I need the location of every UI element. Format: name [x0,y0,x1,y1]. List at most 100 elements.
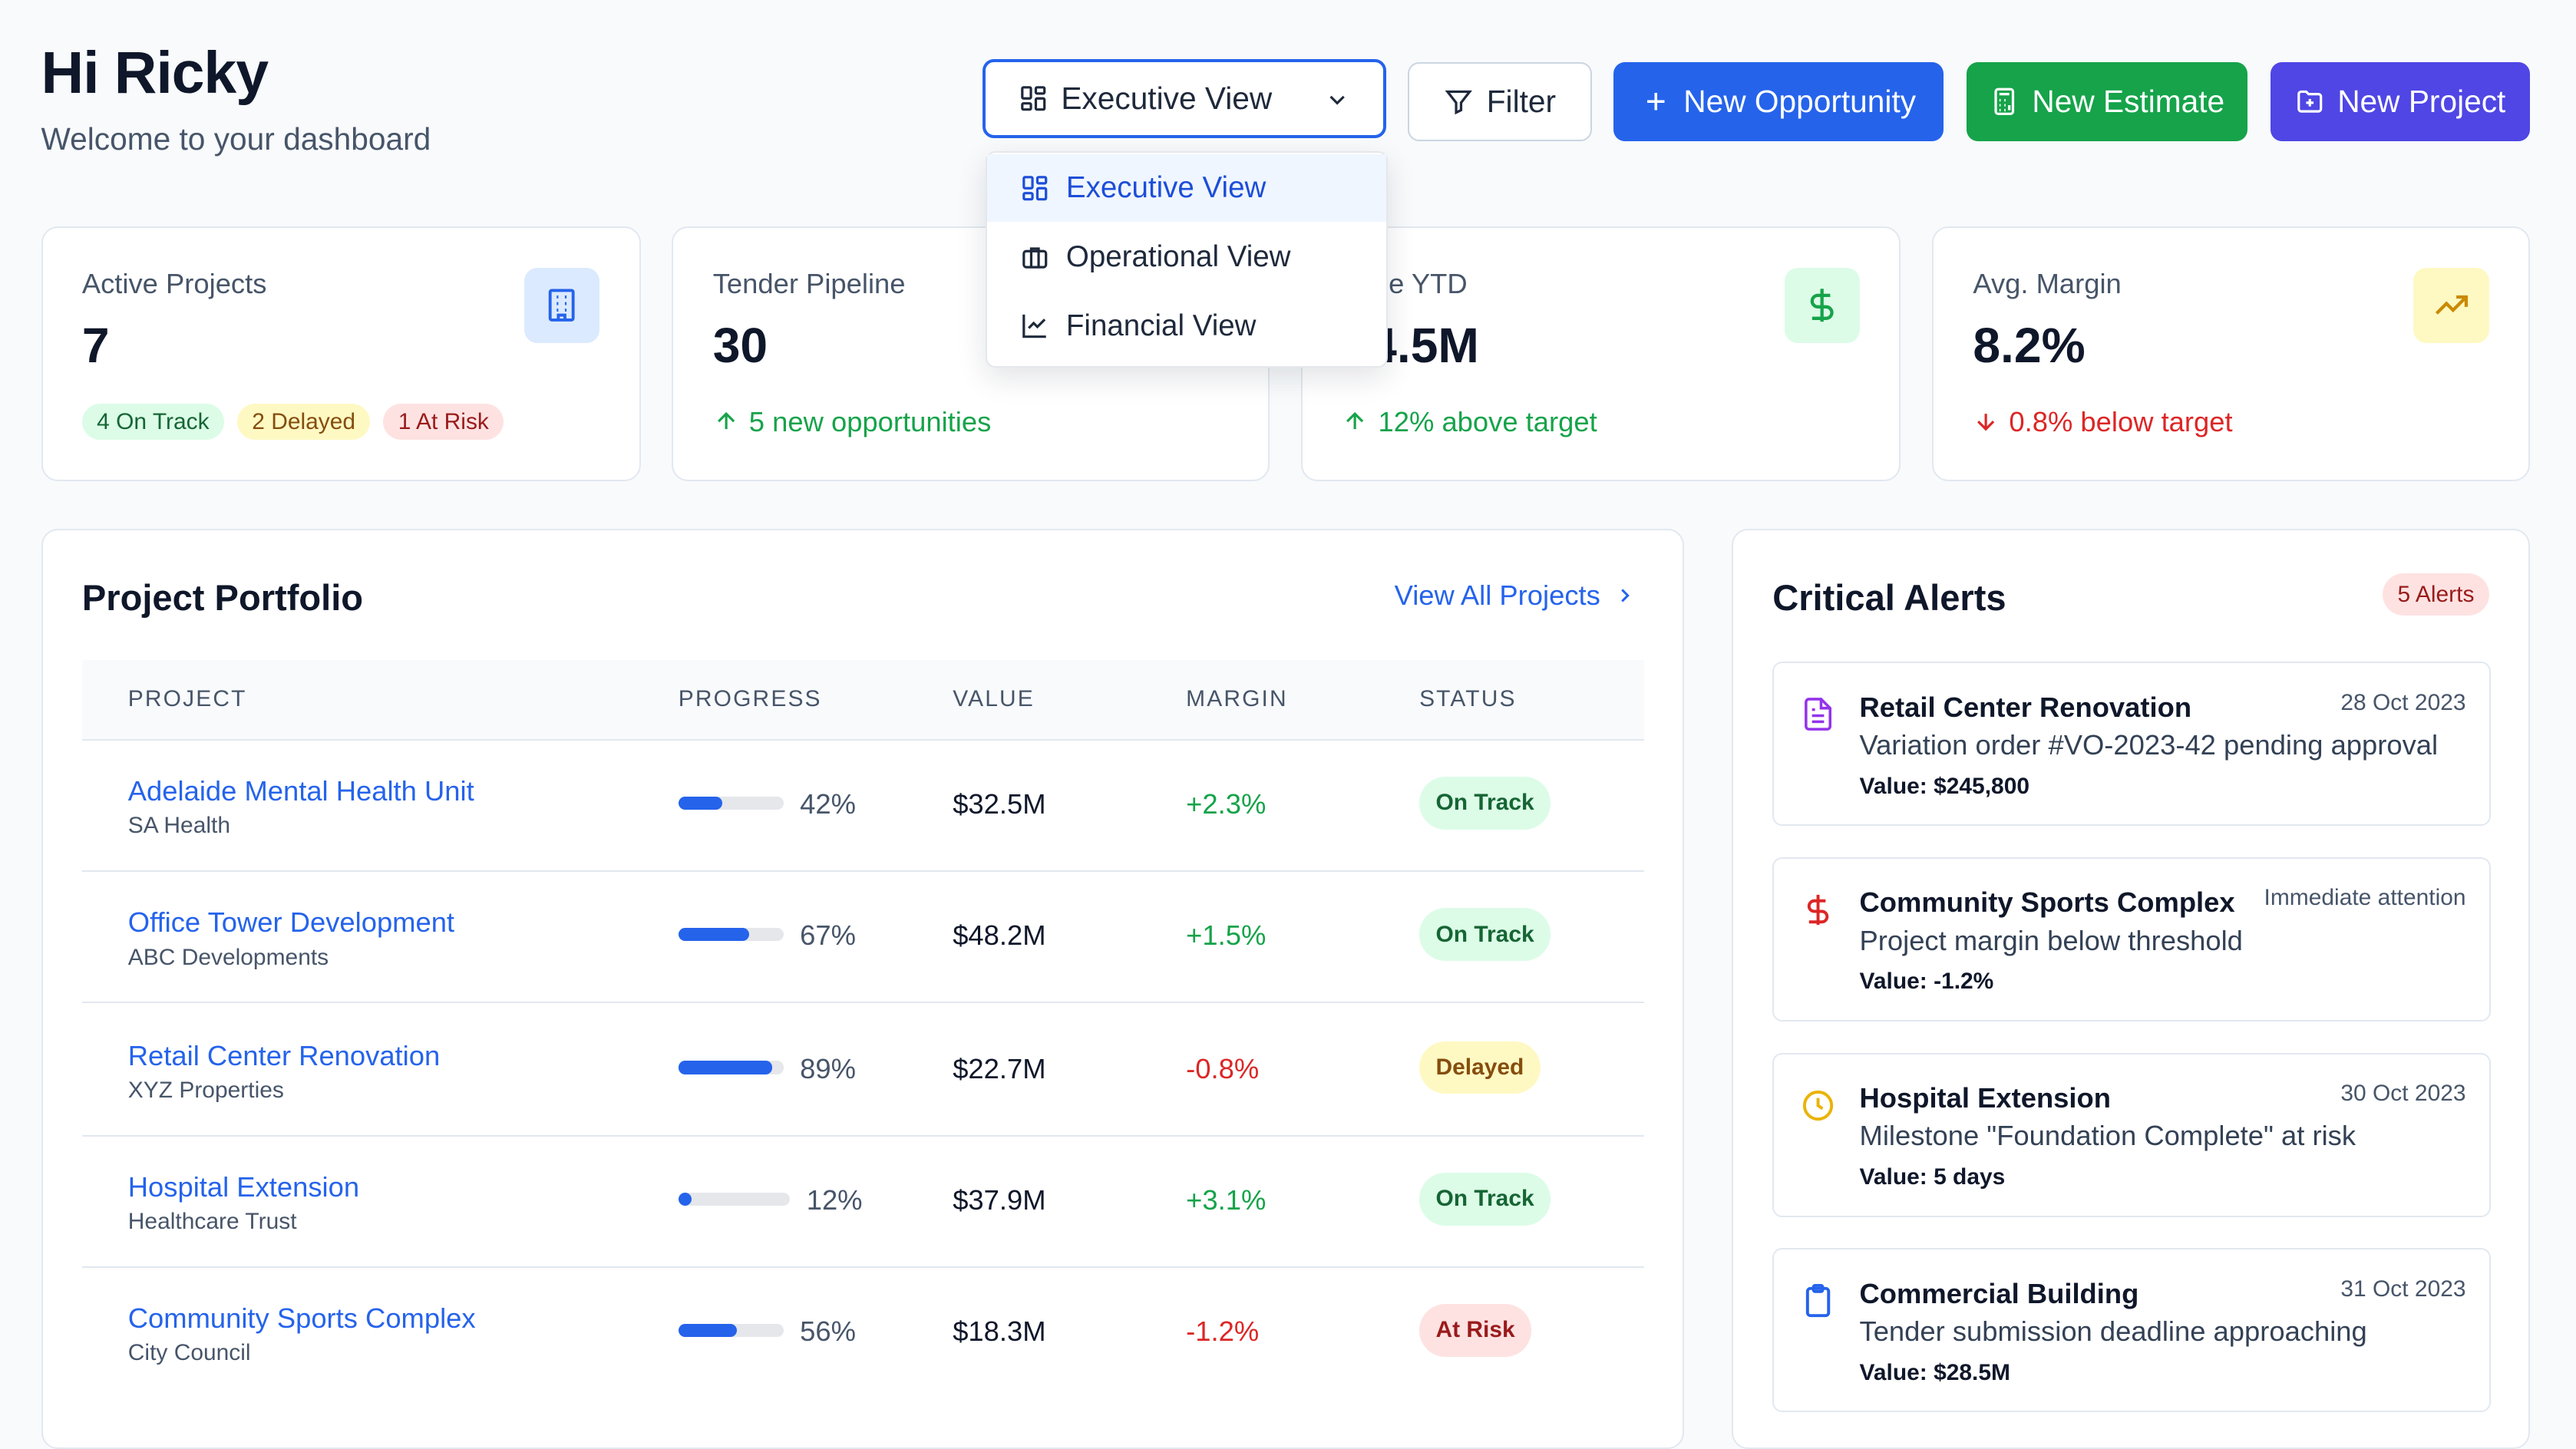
dollar-icon [1808,894,1829,926]
progress-bar [678,1192,791,1206]
table-row[interactable]: Hospital Extension Healthcare Trust 12% … [81,1135,1645,1269]
alerts-count-badge: 5 Alerts [2383,573,2489,616]
view-all-projects-link[interactable]: View All Projects [1395,579,1636,612]
project-value: $37.9M [953,1184,1046,1216]
progress-percent: 12% [806,1184,863,1216]
project-value: $22.7M [953,1052,1046,1084]
building-icon [523,267,600,344]
view-all-label: View All Projects [1394,579,1600,612]
project-margin: -0.8% [1186,1052,1260,1084]
project-value: $48.2M [953,919,1046,952]
table-row[interactable]: Office Tower Development ABC Development… [81,870,1645,1004]
table-row[interactable]: Retail Center Renovation XYZ Properties … [81,1004,1645,1137]
welcome-subtitle: Welcome to your dashboard [41,121,431,157]
project-value: $32.5M [953,788,1046,820]
alert-card[interactable]: Commercial Building 31 Oct 2023 Tender s… [1772,1248,2491,1413]
alert-message: Tender submission deadline approaching [1859,1315,2367,1348]
chevron-right-icon [1621,589,1630,602]
alert-date: 30 Oct 2023 [2340,1081,2466,1107]
briefcase-icon [1022,246,1048,269]
new-opportunity-button[interactable]: New Opportunity [1613,62,1944,142]
revenue-ytd-card: enue YTD 24.5M 12% above target [1301,226,1901,482]
menu-item-financial-view[interactable]: Financial View [987,292,1386,360]
progress-bar [678,1323,784,1338]
view-select-dropdown[interactable]: Executive View [982,59,1387,138]
project-margin: +2.3% [1186,788,1267,820]
stat-label: Tender Pipeline [712,267,906,299]
table-row[interactable]: Adelaide Mental Health Unit SA Health 42… [81,739,1645,873]
greeting-title: Hi Ricky [41,40,269,107]
project-name-link[interactable]: Office Tower Development [127,906,455,939]
trending-up-icon [2413,267,2489,344]
project-name-link[interactable]: Adelaide Mental Health Unit [127,775,474,807]
project-margin: +1.5% [1186,919,1267,952]
stat-value: 30 [712,317,768,373]
progress-bar [678,796,784,810]
alert-card[interactable]: Community Sports Complex Immediate atten… [1772,857,2491,1022]
alert-date: Immediate attention [2264,885,2466,911]
clipboard-icon [1806,1284,1831,1318]
alert-title: Community Sports Complex [1859,886,2235,919]
new-project-button[interactable]: New Project [2270,62,2531,142]
status-badge: On Track [1419,1173,1551,1226]
portfolio-title: Project Portfolio [81,577,364,619]
table-header: PROJECT PROGRESS VALUE MARGIN STATUS [81,660,1645,741]
new-estimate-button[interactable]: New Estimate [1966,62,2247,142]
active-projects-card: Active Projects 7 4 On Track 2 Delayed 1 A… [41,226,641,482]
stat-value: 7 [81,317,110,373]
progress-fill [678,1323,738,1338]
alert-value: Value: $245,800 [1859,773,2030,799]
column-header-project: PROJECT [127,686,247,712]
view-dropdown-menu: Executive View Operational View Financia… [986,150,1389,368]
project-client: Healthcare Trust [127,1209,297,1235]
progress-fill [678,1061,772,1074]
progress-fill [678,928,749,942]
view-select-label: Executive View [1061,80,1273,116]
chevron-down-icon [1329,95,1346,105]
menu-item-label: Financial View [1065,309,1257,342]
project-client: XYZ Properties [127,1077,284,1103]
plus-icon [1646,93,1665,111]
new-project-label: New Project [2337,84,2506,120]
alert-title: Hospital Extension [1859,1082,2111,1114]
progress-percent: 89% [800,1052,856,1084]
grid-icon [1020,86,1045,111]
alert-message: Variation order #VO-2023-42 pending appr… [1859,729,2439,761]
column-header-value: VALUE [953,686,1035,712]
project-name-link[interactable]: Community Sports Complex [127,1302,476,1335]
at-risk-pill: 1 At Risk [383,404,504,441]
stat-trend: 5 new opportunities [748,405,992,437]
alert-card[interactable]: Retail Center Renovation 28 Oct 2023 Var… [1772,662,2491,827]
alert-card[interactable]: Hospital Extension 30 Oct 2023 Milestone… [1772,1052,2491,1217]
project-client: SA Health [127,813,230,839]
project-value: $18.3M [953,1315,1046,1348]
project-name-link[interactable]: Hospital Extension [127,1170,360,1203]
alert-value: Value: -1.2% [1859,969,1994,995]
alerts-title: Critical Alerts [1772,577,2006,619]
project-portfolio-panel: Project Portfolio View All Projects PROJ… [41,529,1684,1449]
table-row[interactable]: Community Sports Complex City Council 56… [82,1266,1644,1398]
grid-icon [1022,175,1048,200]
stat-value: 8.2% [1973,317,2086,373]
project-name-link[interactable]: Retail Center Renovation [127,1039,441,1071]
calculator-icon [1994,88,2014,116]
filter-label: Filter [1486,84,1557,120]
new-opportunity-label: New Opportunity [1683,84,1917,120]
progress-percent: 42% [800,788,856,820]
critical-alerts-panel: Critical Alerts 5 Alerts Retail Center R… [1731,529,2531,1449]
project-client: ABC Developments [127,944,329,970]
line-chart-icon [1022,315,1046,338]
stat-trend: 12% above target [1378,405,1597,437]
alert-message: Milestone "Foundation Complete" at risk [1859,1120,2356,1152]
on-track-pill: 4 On Track [81,404,224,441]
menu-item-executive-view[interactable]: Executive View [987,154,1387,222]
filter-button[interactable]: Filter [1408,62,1592,142]
menu-item-label: Executive View [1065,170,1267,204]
alert-date: 28 Oct 2023 [2340,689,2466,715]
arrow-down-icon [1977,414,1995,431]
progress-bar [678,1061,784,1074]
menu-item-label: Operational View [1065,239,1291,273]
column-header-progress: PROGRESS [678,686,822,712]
menu-item-operational-view[interactable]: Operational View [987,223,1386,291]
project-client: City Council [127,1340,251,1366]
